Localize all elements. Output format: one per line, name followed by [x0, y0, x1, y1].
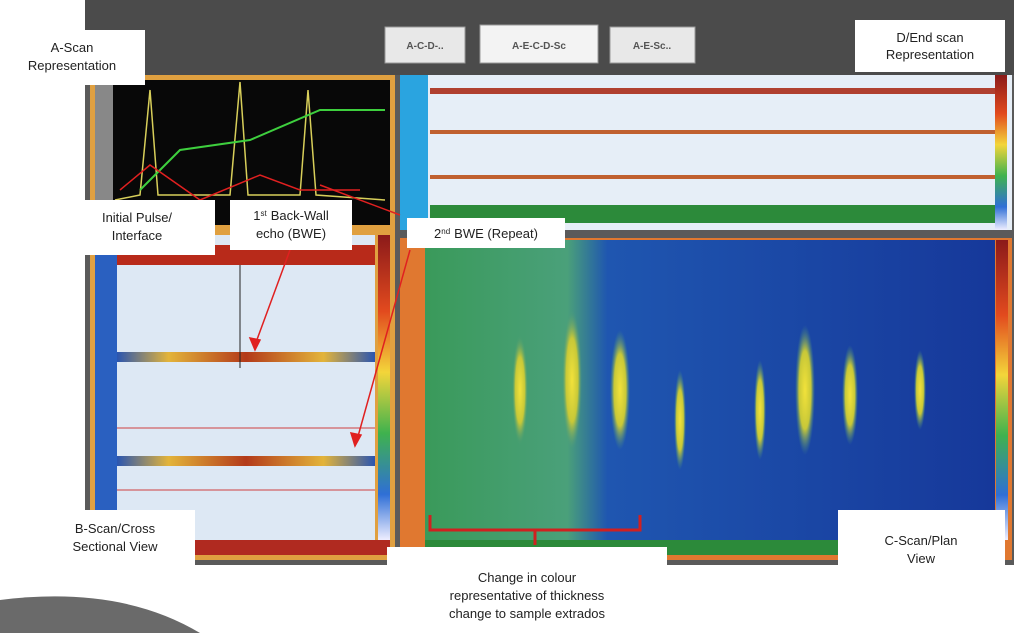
- annotation: Sectional View: [72, 539, 158, 554]
- annotation: Change in colour: [478, 570, 577, 585]
- decor: [754, 360, 766, 460]
- annotation: st: [260, 209, 267, 218]
- annotation: change to sample extrados: [449, 606, 606, 621]
- tab-label[interactable]: A-E-C-D-Sc: [512, 41, 566, 52]
- annotation: A-Scan: [51, 40, 94, 55]
- decor: [512, 335, 528, 445]
- annotation: C-Scan/Plan: [885, 533, 958, 548]
- annotation: 2: [434, 226, 441, 241]
- ruler: [95, 235, 117, 540]
- tab-bar: A-C-D-.. A-E-C-D-Sc A-E-Sc..: [385, 25, 695, 63]
- color-scale: [378, 235, 390, 540]
- screenshot: A-C-D-.. A-E-C-D-Sc A-E-Sc.. A-Scan Repr…: [0, 0, 1014, 633]
- color-scale: [996, 240, 1008, 540]
- annotation: nd: [441, 227, 450, 236]
- annotation: 1: [253, 208, 260, 223]
- echo-band: [117, 456, 375, 466]
- annotation: View: [907, 551, 936, 566]
- b-scan-view: [95, 235, 375, 540]
- echo-band: [430, 130, 995, 134]
- echo-band: [430, 88, 995, 94]
- annotation: BWE (Repeat): [454, 226, 538, 241]
- annotation: Initial Pulse/: [102, 210, 172, 225]
- decor: [610, 330, 630, 450]
- decor: [674, 370, 686, 470]
- decor: [795, 325, 815, 455]
- echo-band: [117, 352, 375, 362]
- decor-swoosh: [0, 596, 200, 633]
- tab-label[interactable]: A-E-Sc..: [633, 41, 672, 52]
- label-box: [855, 20, 1005, 72]
- annotation: echo (BWE): [256, 226, 326, 241]
- decor: [842, 345, 858, 445]
- d-scan-panel: [400, 75, 1012, 230]
- decor: [914, 350, 926, 430]
- annotation: Back-Wall: [271, 208, 329, 223]
- echo-band: [430, 175, 995, 179]
- tab-label[interactable]: A-C-D-..: [406, 41, 443, 52]
- decor: [562, 310, 582, 450]
- annotation: Interface: [112, 228, 163, 243]
- page: {"tabs":["A-C-D-..","A-E-C-D-Sc","A-E-Sc…: [0, 0, 1014, 633]
- annotation: Representation: [28, 58, 116, 73]
- annotation: B-Scan/Cross: [75, 521, 156, 536]
- color-scale: [995, 75, 1007, 230]
- c-scan-view: [425, 240, 995, 540]
- ruler: [400, 75, 428, 230]
- annotation: D/End scan: [896, 30, 963, 45]
- annotation: Representation: [886, 47, 974, 62]
- annotation: representative of thickness: [450, 588, 605, 603]
